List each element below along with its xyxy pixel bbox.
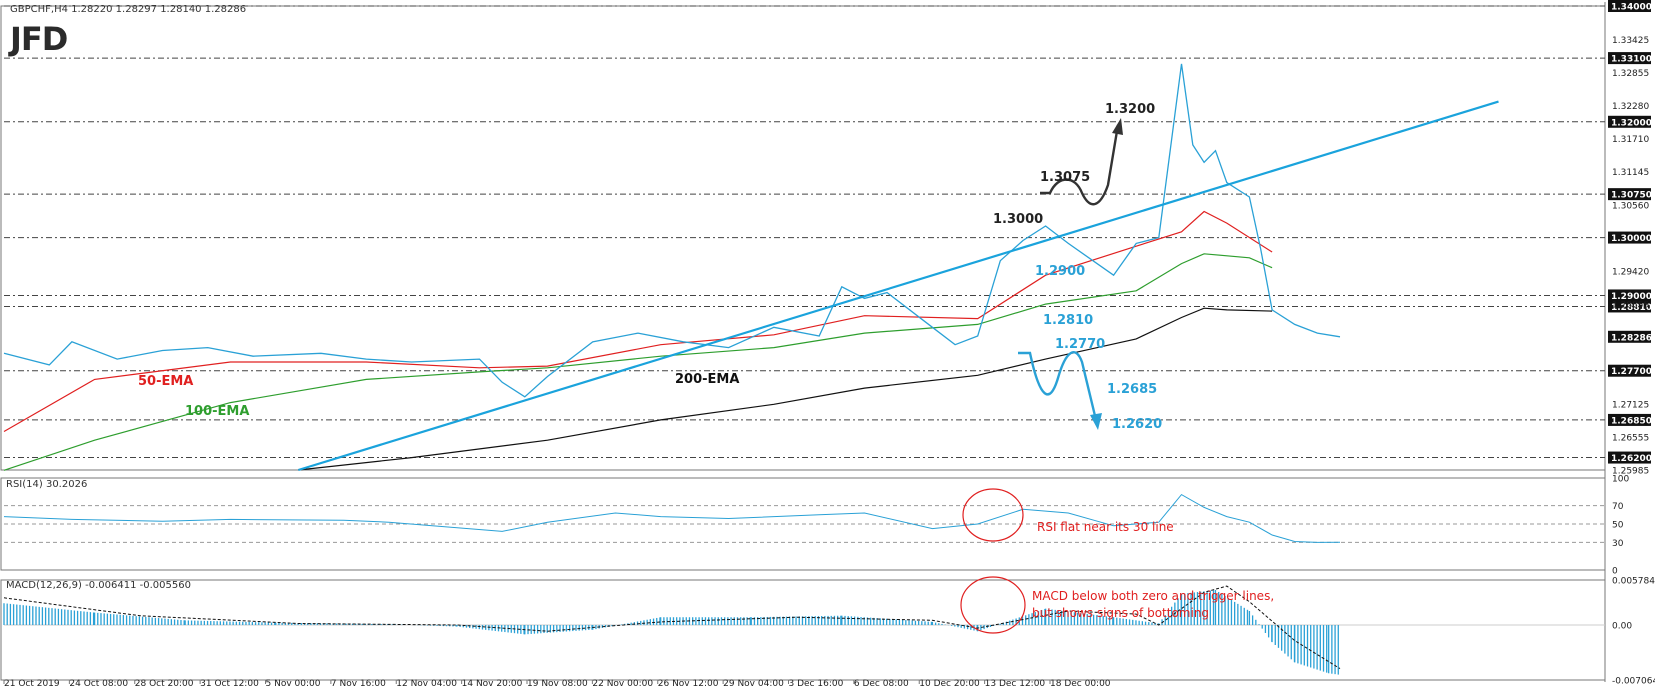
rsi-tick-label: 100 — [1612, 475, 1629, 485]
ema100-label: 100-EMA — [185, 404, 249, 419]
price-tick-label: 1.26850 — [1611, 416, 1652, 426]
x-tick-label: 31 Oct 12:00 — [200, 679, 259, 686]
price-tag-bg — [1608, 300, 1651, 313]
price-tick-label: 1.32855 — [1612, 69, 1649, 79]
macd-signal-line — [3, 585, 1341, 670]
x-tick-label: 29 Nov 04:00 — [723, 679, 784, 686]
x-tick-label: 7 Nov 16:00 — [331, 679, 386, 686]
macd-tick-label: 0.00 — [1612, 622, 1632, 632]
price-tag-bg — [1608, 115, 1651, 128]
price-tick-label: 1.32000 — [1611, 118, 1652, 128]
100-ema-line — [3, 253, 1273, 471]
rsi-tick-label: 30 — [1612, 539, 1624, 549]
scenario-down-label: 1.2685 — [1107, 382, 1157, 397]
x-tick-label: 10 Dec 20:00 — [919, 679, 980, 686]
panel-frames — [0, 2, 1606, 682]
scenario-down-label: 1.2900 — [1035, 264, 1085, 279]
price-tag-bg — [1608, 451, 1651, 464]
scenario-down-label: 1.2810 — [1043, 313, 1093, 328]
x-tick-label: 12 Nov 04:00 — [396, 679, 457, 686]
close-line — [3, 63, 1341, 398]
price-tick-label: 1.30560 — [1612, 202, 1649, 212]
scenario-up-label: 1.3075 — [1040, 170, 1090, 185]
macd-title: MACD(12,26,9) -0.006411 -0.005560 — [6, 580, 191, 591]
macd-annotation-line: but shows signs of bottoming — [1032, 606, 1209, 620]
price-tick-label: 1.33425 — [1612, 36, 1649, 46]
price-tag-bg — [1608, 231, 1651, 244]
x-tick-label: 21 Oct 2019 — [4, 679, 60, 686]
price-tick-label: 1.26555 — [1612, 434, 1649, 444]
price-tag-bg — [1608, 289, 1651, 302]
50-ema-line — [3, 210, 1273, 433]
scenario-up-arrowhead — [1112, 118, 1123, 135]
macd-annotation-line: MACD below both zero and trigger lines, — [1032, 589, 1274, 603]
series-lines — [3, 63, 1499, 675]
x-tick-label: 24 Oct 08:00 — [69, 679, 128, 686]
scenario-down-path — [1018, 351, 1098, 421]
price-tick-label: 1.30000 — [1611, 234, 1652, 244]
scenario-up-label: 1.3000 — [993, 212, 1043, 227]
annotations: 50-EMA 100-EMA 200-EMA 1.3000 1.3075 1.3200 1.… — [138, 102, 1274, 634]
price-tick-label: 1.30750 — [1611, 191, 1652, 201]
x-tick-label: 13 Dec 12:00 — [985, 679, 1046, 686]
price-tick-label: 1.33100 — [1611, 55, 1652, 65]
price-tag-bg — [1608, 52, 1651, 65]
price-tick-label: 1.25985 — [1612, 467, 1649, 477]
rsi-annotation: RSI flat near its 30 line — [1037, 520, 1174, 534]
macd-tick-label: -0.007064 — [1612, 677, 1655, 686]
macd-tick-label: 0.005784 — [1612, 577, 1655, 587]
price-tick-label: 1.27125 — [1612, 401, 1649, 411]
ema50-label: 50-EMA — [138, 374, 193, 389]
scenario-up-path — [1040, 124, 1120, 206]
ema200-label: 200-EMA — [675, 372, 739, 387]
price-tag-bg — [1608, 330, 1651, 343]
price-tick-label: 1.29420 — [1612, 268, 1649, 278]
price-tick-label: 1.29000 — [1611, 292, 1652, 302]
macd-panel-frame — [0, 579, 1606, 681]
scenario-down-label: 1.2620 — [1112, 417, 1162, 432]
price-tick-label: 1.28810 — [1611, 303, 1652, 313]
price-tick-label: 1.34000 — [1611, 3, 1652, 13]
price-tick-label: 1.28286 — [1611, 333, 1652, 343]
x-tick-label: 22 Nov 00:00 — [592, 679, 653, 686]
rsi-tick-label: 50 — [1612, 521, 1624, 531]
rsi-tick-label: 0 — [1612, 567, 1618, 577]
trendline — [298, 100, 1499, 472]
x-tick-label: 28 Oct 20:00 — [135, 679, 194, 686]
scenario-down-label: 1.2770 — [1055, 337, 1105, 352]
axis-labels: 1.259851.265551.271251.277001.288101.282… — [3, 0, 1655, 686]
price-tag-bg — [1608, 188, 1651, 201]
scenario-up-label: 1.3200 — [1105, 102, 1155, 117]
price-tick-label: 1.32280 — [1612, 102, 1649, 112]
macd-highlight-ellipse — [960, 576, 1026, 634]
price-tick-label: 1.26200 — [1611, 454, 1652, 464]
price-tick-label: 1.28855 — [1612, 300, 1649, 310]
rsi-highlight-ellipse — [962, 488, 1024, 542]
scenario-down-arrowhead — [1090, 413, 1102, 430]
price-tick-label: 1.31710 — [1612, 135, 1649, 145]
price-tag-bg — [1608, 413, 1651, 426]
price-tag-bg — [1608, 364, 1651, 377]
symbol-header: GBPCHF,H4 1.28220 1.28297 1.28140 1.2828… — [10, 4, 246, 15]
jfd-logo: JFD — [10, 20, 68, 58]
price-tick-label: 1.31145 — [1612, 168, 1649, 178]
x-tick-label: 14 Nov 20:00 — [462, 679, 523, 686]
rsi-tick-label: 70 — [1612, 502, 1624, 512]
rsi-line — [3, 493, 1341, 543]
rsi-title: RSI(14) 30.2026 — [6, 479, 87, 490]
x-tick-label: 6 Dec 08:00 — [854, 679, 909, 686]
x-tick-label: 26 Nov 12:00 — [658, 679, 719, 686]
200-ema-line — [298, 307, 1273, 471]
price-tag-bg — [1608, 0, 1651, 12]
price-tick-label: 1.27700 — [1611, 367, 1652, 377]
x-tick-label: 18 Dec 00:00 — [1050, 679, 1111, 686]
x-tick-label: 5 Nov 00:00 — [266, 679, 321, 686]
x-tick-label: 19 Nov 08:00 — [527, 679, 588, 686]
x-tick-label: 3 Dec 16:00 — [789, 679, 844, 686]
